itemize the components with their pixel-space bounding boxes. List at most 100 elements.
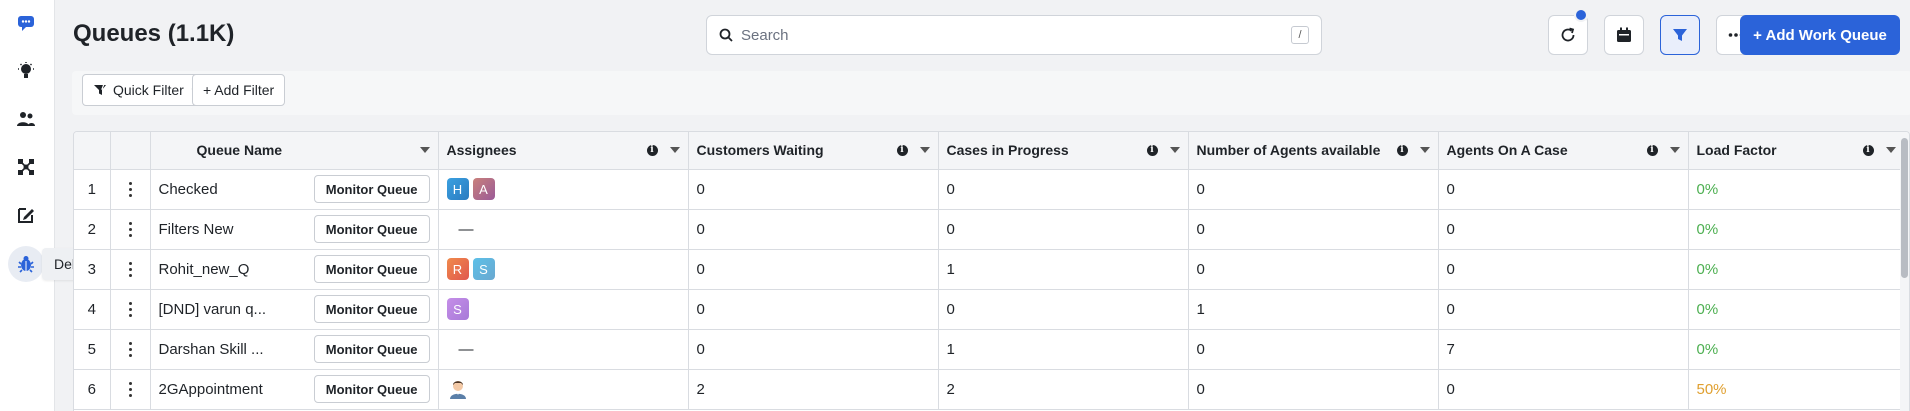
agents-available-header[interactable]: Number of Agents available i [1188,132,1439,170]
kebab-menu-icon[interactable] [119,181,142,197]
sort-caret-icon[interactable] [1169,147,1180,154]
queue-name-cell: Rohit_new_Q Monitor Queue [150,249,439,290]
queue-name[interactable]: Rohit_new_Q [158,260,250,278]
kebab-menu-icon[interactable] [119,301,142,317]
quick-filter-button[interactable]: Quick Filter [82,74,211,106]
sort-caret-icon[interactable] [1885,147,1896,154]
assignees-header[interactable]: Assignees i [438,132,689,170]
search-input[interactable] [741,26,1291,44]
search-box[interactable]: / [706,15,1322,55]
calendar-button[interactable] [1604,15,1644,55]
cases-in-progress-cell: 1 [938,329,1189,370]
customers-waiting-cell: 0 [688,249,939,290]
avatar[interactable]: R [446,258,469,280]
filter-bar: Quick Filter + Add Filter [72,71,1910,115]
row-actions[interactable] [110,369,151,410]
search-shortcut-hint: / [1291,26,1309,44]
kebab-menu-icon[interactable] [119,221,142,237]
cases-in-progress-cell: 0 [938,209,1189,250]
info-icon[interactable]: i [1646,144,1658,156]
queues-table: Queue Name Assignees i Customers Waiting i… [73,131,1910,411]
sort-caret-icon[interactable] [669,147,680,154]
queue-name[interactable]: Checked [158,180,218,198]
monitor-queue-button[interactable]: Monitor Queue [313,375,430,403]
avatar[interactable]: S [472,258,495,280]
row-actions[interactable] [110,249,151,290]
kebab-menu-icon[interactable] [119,381,142,397]
add-filter-button[interactable]: + Add Filter [192,74,286,106]
main-content: Queues (1.1K) / + Add Work Queue Quick F… [56,0,1910,411]
assignees-cell: — [438,329,689,370]
cases-in-progress-cell: 2 [938,369,1189,410]
load-factor-cell: 0% [1688,209,1905,250]
queue-name[interactable]: Filters New [158,220,234,238]
agents-available-cell: 0 [1188,249,1439,290]
row-actions[interactable] [110,289,151,330]
table-header-row: Queue Name Assignees i Customers Waiting i… [74,132,1905,170]
sort-caret-icon[interactable] [419,147,430,154]
network-icon[interactable] [13,154,39,180]
cases-in-progress-header[interactable]: Cases in Progress i [938,132,1189,170]
load-factor-header[interactable]: Load Factor i [1688,132,1905,170]
row-actions[interactable] [110,209,151,250]
monitor-queue-button[interactable]: Monitor Queue [313,175,430,203]
table-row[interactable]: 4 [DND] varun q... Monitor Queue S 0 0 1 … [74,289,1905,330]
scrollbar-thumb[interactable] [1901,138,1908,278]
filter-icon [1673,29,1687,41]
row-number: 1 [74,169,111,210]
filter-toggle-button[interactable] [1660,15,1700,55]
queue-name[interactable]: [DND] varun q... [158,300,267,318]
agents-available-cell: 0 [1188,369,1439,410]
avatar[interactable]: A [472,178,495,200]
people-icon[interactable] [13,106,39,132]
info-icon[interactable]: i [646,144,658,156]
sort-caret-icon[interactable] [1669,147,1680,154]
avatar[interactable]: H [446,178,469,200]
monitor-queue-button[interactable]: Monitor Queue [313,215,430,243]
table-row[interactable]: 5 Darshan Skill ... Monitor Queue — 0 1 0… [74,329,1905,370]
customers-waiting-header[interactable]: Customers Waiting i [688,132,939,170]
refresh-icon [1561,27,1575,42]
load-factor-cell: 0% [1688,249,1905,290]
customers-waiting-cell: 0 [688,169,939,210]
add-work-queue-button[interactable]: + Add Work Queue [1740,15,1900,55]
load-factor-cell: 0% [1688,329,1905,370]
table-row[interactable]: 2 Filters New Monitor Queue — 0 0 0 0 0% [74,209,1905,250]
agents-available-cell: 0 [1188,169,1439,210]
info-icon[interactable]: i [896,144,908,156]
edit-document-icon[interactable] [13,202,39,228]
queue-name-cell: 2GAppointment Monitor Queue [150,369,439,410]
agents-on-case-header[interactable]: Agents On A Case i [1438,132,1689,170]
table-scrollbar[interactable] [1900,132,1909,411]
conversations-icon[interactable] [13,10,39,36]
kebab-menu-icon[interactable] [119,341,142,357]
monitor-queue-button[interactable]: Monitor Queue [313,255,430,283]
debug-console-icon[interactable] [8,246,44,282]
row-actions[interactable] [110,169,151,210]
queue-name[interactable]: 2GAppointment [158,380,263,398]
info-icon[interactable]: i [1146,144,1158,156]
info-icon[interactable]: i [1396,144,1408,156]
row-actions[interactable] [110,329,151,370]
agents-on-case-cell: 0 [1438,209,1689,250]
lightbulb-icon[interactable] [13,58,39,84]
kebab-menu-icon[interactable] [119,261,142,277]
row-number: 6 [74,369,111,410]
sort-caret-icon[interactable] [1419,147,1430,154]
agents-available-cell: 0 [1188,329,1439,370]
sort-caret-icon[interactable] [919,147,930,154]
queue-name[interactable]: Darshan Skill ... [158,340,264,358]
monitor-queue-button[interactable]: Monitor Queue [313,335,430,363]
row-number-header [74,132,111,170]
customers-waiting-cell: 2 [688,369,939,410]
info-icon[interactable]: i [1862,144,1874,156]
monitor-queue-button[interactable]: Monitor Queue [313,295,430,323]
person-avatar-icon[interactable] [447,378,469,400]
queue-name-header[interactable]: Queue Name [150,132,439,170]
avatar[interactable]: S [446,298,469,320]
customers-waiting-cell: 0 [688,209,939,250]
table-row[interactable]: 6 2GAppointment Monitor Queue 2 2 0 0 50% [74,369,1905,410]
